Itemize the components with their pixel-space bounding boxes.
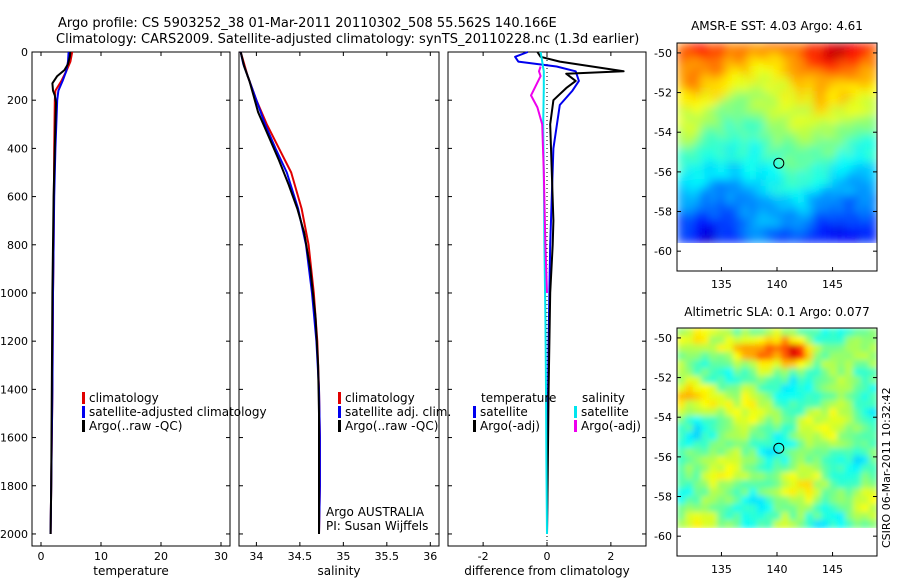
x-tick-label: 30: [214, 550, 228, 563]
map-y-tick-label: -56: [654, 166, 672, 179]
y-tick-label: 0: [21, 46, 28, 59]
legend-salinity-satellite-swatch: [574, 406, 577, 418]
legend-salinity-heading: salinity: [582, 391, 625, 405]
y-tick-label: 1200: [0, 335, 28, 348]
header-line-2: Climatology: CARS2009. Satellite-adjuste…: [56, 32, 639, 47]
map-x-tick-label: 145: [822, 563, 843, 576]
x-tick-label: 34: [249, 550, 263, 563]
series-line-argo-raw-qc-: [49, 51, 72, 535]
map-y-tick-label: -60: [654, 245, 672, 258]
sst-map-title: AMSR-E SST: 4.03 Argo: 4.61: [691, 19, 863, 33]
legend-climatology-swatch: [82, 392, 85, 404]
x-tick-label: 0: [544, 550, 551, 563]
x-tick-label: 20: [154, 550, 168, 563]
y-tick-label: 800: [7, 239, 28, 252]
map-y-tick-label: -50: [654, 332, 672, 345]
salinity-panel: 34 34.5 35 35.5 36 salinity climatologysatelli…: [238, 51, 451, 578]
sst-map-panel: 135 140 145 -50 -52 -54 -56 -58 -60: [654, 42, 878, 291]
legend-argo: Argo(..raw -QC): [345, 419, 438, 433]
pi-label: PI: Susan Wijffels: [326, 519, 428, 533]
legend-argo-swatch: [338, 420, 341, 432]
legend-temperature-satellite-swatch: [473, 406, 476, 418]
y-tick-label: 1600: [0, 432, 28, 445]
y-tick-label: 1800: [0, 480, 28, 493]
legend-temperature-argo-swatch: [473, 420, 476, 432]
map-y-tick-label: -58: [654, 491, 672, 504]
legend-satellite-adjusted: satellite-adjusted climatology: [89, 405, 267, 419]
x-tick-label: 2: [607, 550, 614, 563]
x-axis-label: salinity: [317, 564, 360, 578]
map-y-tick-label: -54: [654, 126, 672, 139]
map-x-tick-label: 135: [711, 278, 732, 291]
x-axis-label: temperature: [93, 564, 168, 578]
sla-argo-location-marker: [773, 442, 785, 454]
legend-satellite-adj: satellite adj. clim.: [345, 405, 451, 419]
legend-argo-swatch: [82, 420, 85, 432]
sst-argo-location-marker: [773, 157, 785, 169]
map-x-tick-label: 140: [767, 278, 788, 291]
series-line-satellite-adj-clim-: [239, 51, 321, 535]
map-x-tick-label: 145: [822, 278, 843, 291]
legend-climatology: climatology: [345, 391, 415, 405]
x-tick-label: 34.5: [288, 550, 313, 563]
y-tick-label: 2000: [0, 528, 28, 541]
x-tick-label: 35: [336, 550, 350, 563]
series-line-temperature-argo-adj-: [536, 51, 625, 535]
legend-temperature-argo: Argo(-adj): [480, 419, 540, 433]
map-y-tick-label: -58: [654, 206, 672, 219]
x-tick-label: 35.5: [375, 550, 400, 563]
legend-climatology-swatch: [338, 392, 341, 404]
legend-temperature-heading: temperature: [481, 391, 556, 405]
map-y-tick-label: -52: [654, 87, 672, 100]
legend-salinity-satellite: satellite: [581, 405, 629, 419]
map-y-tick-label: -60: [654, 530, 672, 543]
sla-map-title: Altimetric SLA: 0.1 Argo: 0.077: [684, 305, 869, 319]
y-tick-label: 1400: [0, 383, 28, 396]
legend-temperature-satellite: satellite: [480, 405, 528, 419]
legend-satellite-adj-swatch: [338, 406, 341, 418]
map-y-tick-label: -52: [654, 372, 672, 385]
y-tick-label: 200: [7, 94, 28, 107]
map-y-tick-label: -50: [654, 47, 672, 60]
temperature-panel: 0 10 20 30 0 200 400 600 800 1000 1200 1400 1600 1800…: [0, 46, 267, 578]
map-x-tick-label: 135: [711, 563, 732, 576]
x-tick-label: 10: [94, 550, 108, 563]
x-tick-label: 0: [38, 550, 45, 563]
y-tick-label: 400: [7, 142, 28, 155]
x-axis-label: difference from climatology: [464, 564, 630, 578]
sla-map-panel: 135 140 145 -50 -52 -54 -56 -58 -60: [654, 327, 878, 576]
series-line-argo-raw-qc-: [239, 51, 320, 534]
series-line-climatology: [239, 51, 321, 535]
legend-satellite-adjusted-swatch: [82, 406, 85, 418]
map-y-tick-label: -56: [654, 451, 672, 464]
map-y-tick-label: -54: [654, 411, 672, 424]
header-line-1: Argo profile: CS 5903252_38 01-Mar-2011 …: [58, 16, 557, 31]
series-line-salinity-argo-adj-: [530, 66, 548, 294]
csiro-timestamp: CSIRO 06-Mar-2011 10:32:42: [880, 387, 893, 548]
legend-salinity-argo: Argo(-adj): [581, 419, 641, 433]
legend-argo: Argo(..raw -QC): [89, 419, 182, 433]
legend-salinity-argo-swatch: [574, 420, 577, 432]
legend-climatology: climatology: [89, 391, 159, 405]
x-tick-label: -2: [478, 550, 489, 563]
y-tick-label: 600: [7, 191, 28, 204]
map-x-tick-label: 140: [767, 563, 788, 576]
x-tick-label: 36: [423, 550, 437, 563]
y-tick-label: 1000: [0, 287, 28, 300]
argo-source-label: Argo AUSTRALIA: [326, 505, 425, 519]
